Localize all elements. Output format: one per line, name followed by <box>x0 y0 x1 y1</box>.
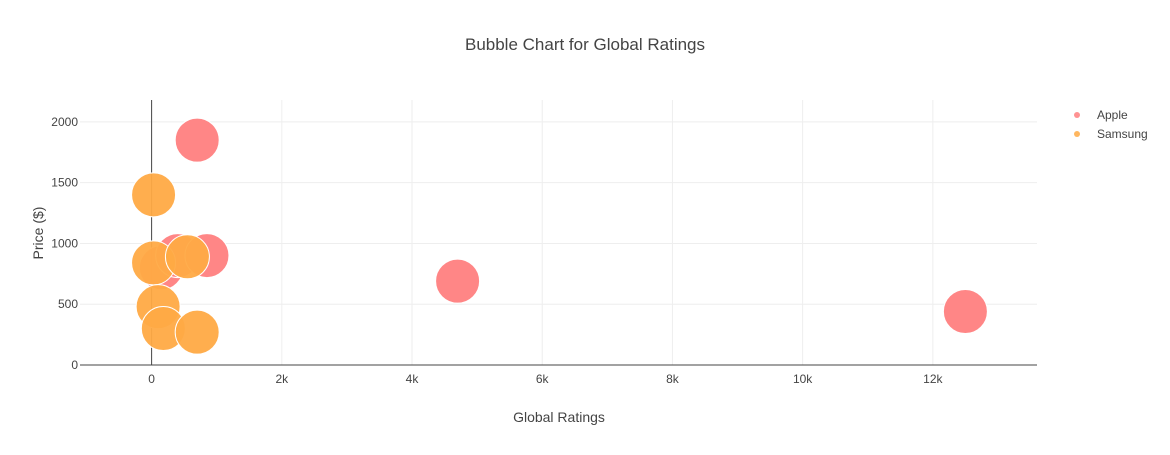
bubble-apple[interactable] <box>174 117 220 163</box>
y-tick-label: 500 <box>58 297 78 311</box>
grid-layer <box>80 100 1037 365</box>
bubble-samsung[interactable] <box>131 172 177 218</box>
legend-label-samsung: Samsung <box>1097 127 1148 141</box>
tick-layer: 0 2k 4k 6k 8k 10k 12k 0 500 1000 1500 2000 <box>51 115 943 386</box>
legend-label-apple: Apple <box>1097 108 1128 122</box>
legend-marker-samsung <box>1074 131 1080 137</box>
y-tick-label: 2000 <box>51 115 78 129</box>
bubble-apple[interactable] <box>435 258 481 304</box>
y-tick-label: 1000 <box>51 236 78 250</box>
x-tick-label: 10k <box>793 372 813 386</box>
bubble-apple[interactable] <box>942 289 988 335</box>
y-tick-label: 1500 <box>51 176 78 190</box>
x-tick-label: 2k <box>275 372 289 386</box>
axis-layer <box>80 100 1037 366</box>
legend-marker-apple <box>1074 112 1080 118</box>
bubble-samsung[interactable] <box>174 309 220 355</box>
x-tick-label: 12k <box>923 372 943 386</box>
x-tick-label: 0 <box>148 372 155 386</box>
legend: Apple Samsung <box>1074 108 1148 141</box>
bubble-samsung[interactable] <box>164 234 210 280</box>
x-tick-label: 8k <box>666 372 680 386</box>
y-tick-label: 0 <box>71 358 78 372</box>
x-tick-label: 6k <box>536 372 550 386</box>
x-tick-label: 4k <box>406 372 420 386</box>
y-axis-label: Price ($) <box>30 207 46 260</box>
chart-title: Bubble Chart for Global Ratings <box>465 35 705 54</box>
legend-item-apple[interactable]: Apple <box>1074 108 1128 122</box>
x-axis-label: Global Ratings <box>513 409 605 425</box>
legend-item-samsung[interactable]: Samsung <box>1074 127 1148 141</box>
bubble-layer <box>131 117 988 355</box>
